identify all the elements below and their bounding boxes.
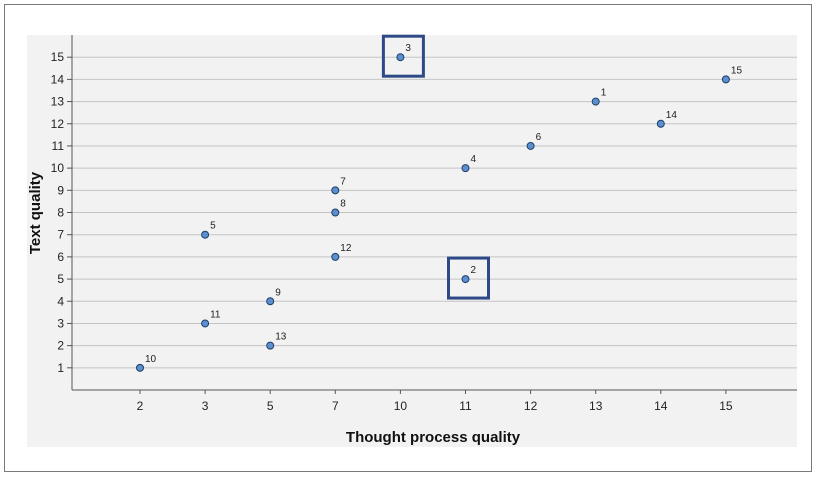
- x-tick-label: 11: [459, 399, 472, 413]
- data-point: [331, 208, 340, 217]
- x-axis-title: Thought process quality: [346, 429, 521, 446]
- x-tick-label: 3: [202, 399, 209, 413]
- data-point-label: 3: [405, 43, 411, 54]
- data-point-label: 13: [275, 332, 287, 343]
- data-point-label: 1: [601, 88, 607, 99]
- data-points: [136, 53, 730, 372]
- data-point-label: 10: [145, 354, 157, 365]
- data-point: [201, 319, 210, 328]
- x-tick-label: 5: [267, 399, 274, 413]
- data-point-label: 4: [471, 154, 477, 165]
- data-point-label: 9: [275, 287, 281, 298]
- data-point: [721, 75, 730, 84]
- data-point-label: 12: [340, 243, 352, 254]
- x-tick-label: 13: [589, 399, 603, 413]
- data-point-label: 15: [731, 65, 743, 76]
- x-tick-label: 14: [654, 399, 668, 413]
- data-point-label: 2: [471, 265, 477, 276]
- highlight-box: [447, 256, 490, 300]
- data-point: [591, 97, 600, 106]
- x-tick-label: 10: [394, 399, 408, 413]
- x-tick-label: 7: [332, 399, 339, 413]
- data-point-label: 11: [210, 309, 221, 320]
- y-tick-label: 13: [51, 95, 65, 109]
- data-point-label: 7: [340, 176, 346, 187]
- y-tick-label: 14: [51, 72, 65, 86]
- highlight-box: [381, 34, 425, 78]
- y-tick-label: 10: [51, 161, 65, 175]
- gridlines: [72, 56, 797, 369]
- highlight-boxes: [381, 34, 490, 300]
- y-tick-label: 7: [57, 228, 64, 242]
- data-point: [526, 141, 535, 150]
- data-point-label: 5: [210, 221, 216, 232]
- y-tick-label: 3: [57, 316, 64, 330]
- y-tick-label: 4: [57, 294, 64, 308]
- y-tick-label: 6: [57, 250, 64, 264]
- y-tick-label: 9: [57, 183, 64, 197]
- data-point: [136, 363, 144, 372]
- data-point-label: 14: [666, 110, 678, 121]
- data-point: [266, 297, 275, 306]
- data-point: [266, 341, 275, 350]
- y-tick-label: 5: [57, 272, 64, 286]
- x-tick-label: 2: [137, 399, 144, 413]
- x-tick-label: 12: [524, 399, 538, 413]
- y-tick-label: 15: [51, 50, 65, 64]
- y-tick-label: 2: [57, 339, 64, 353]
- data-point: [201, 230, 210, 239]
- y-tick-label: 12: [51, 117, 65, 131]
- y-tick-label: 8: [57, 206, 64, 220]
- data-point: [331, 252, 340, 261]
- y-tick-label: 1: [57, 361, 64, 375]
- x-tick-labels: 2 3 5 7 10 11 12 13 14 15: [137, 390, 733, 413]
- data-point: [461, 164, 470, 173]
- y-axis-title: Text quality: [27, 171, 44, 254]
- point-labels: 10 5 11 9 13 7 8 12 3 4 2 6 1 14 15: [145, 43, 742, 365]
- y-tick-label: 11: [52, 139, 65, 153]
- data-point: [331, 186, 340, 195]
- data-point: [396, 53, 405, 62]
- data-point-label: 6: [536, 132, 542, 143]
- x-tick-label: 15: [719, 399, 733, 413]
- data-point: [461, 275, 470, 284]
- data-point-label: 8: [340, 199, 346, 210]
- plot-area: [27, 35, 797, 447]
- data-point: [656, 119, 665, 128]
